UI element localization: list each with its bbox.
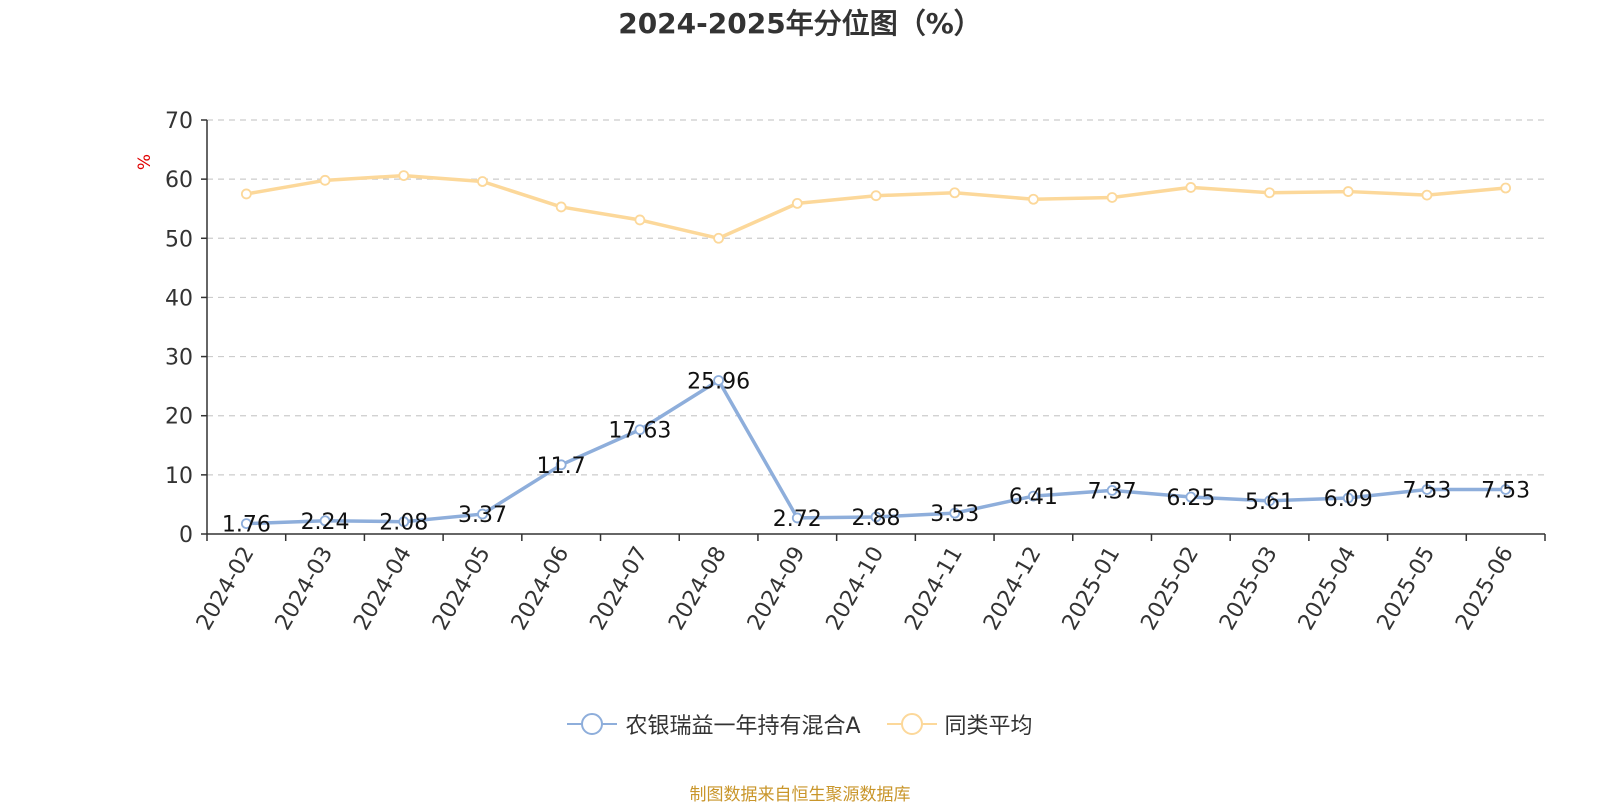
- x-tick-label: 2024-03: [271, 543, 339, 635]
- data-point-0: [477, 508, 488, 520]
- y-tick-label: 30: [165, 346, 193, 371]
- data-point-1: [870, 190, 882, 202]
- legend-average-label: 同类平均: [944, 714, 1033, 739]
- data-point-0: [555, 459, 567, 471]
- y-axis-label: %: [135, 154, 155, 170]
- data-point-0: [791, 512, 803, 524]
- data-point-0: [634, 424, 646, 436]
- data-point-1: [1264, 187, 1275, 199]
- data-point-1: [713, 232, 724, 244]
- data-point-1: [398, 170, 410, 181]
- data-label: 7.37: [1088, 479, 1137, 504]
- data-label: 2.08: [379, 511, 428, 536]
- data-point-1: [949, 187, 961, 199]
- data-label: 5.61: [1245, 490, 1294, 515]
- data-label: 25.96: [687, 369, 750, 394]
- y-tick-label: 20: [165, 405, 193, 430]
- x-tick-label: 2025-03: [1215, 543, 1283, 635]
- data-point-0: [1264, 495, 1275, 507]
- data-point-0: [1342, 492, 1354, 504]
- y-tick-label: 40: [165, 286, 193, 311]
- y-tick-label: 60: [165, 168, 193, 193]
- x-tick-label: 2024-11: [900, 542, 968, 634]
- series-line-0: [246, 378, 1506, 526]
- data-label: 7.53: [1481, 478, 1530, 503]
- data-point-0: [1500, 484, 1512, 495]
- data-label: 2.72: [773, 507, 822, 532]
- data-point-0: [870, 511, 882, 523]
- data-point-1: [1028, 193, 1039, 205]
- data-point-1: [477, 176, 488, 187]
- x-tick-label: 2024-04: [349, 543, 417, 635]
- chart-title: 2024-2025年分位图（%）: [618, 7, 982, 40]
- x-tick-label: 2024-02: [192, 543, 260, 635]
- data-label: 2.24: [301, 510, 350, 535]
- y-tick-label: 70: [165, 109, 193, 134]
- legend-fund-marker-icon: [567, 713, 618, 735]
- data-label: 7.53: [1402, 478, 1451, 503]
- x-tick-label: 2025-02: [1136, 543, 1204, 635]
- y-tick-label: 0: [179, 523, 193, 548]
- data-point-0: [319, 515, 331, 527]
- data-point-1: [1106, 192, 1118, 203]
- x-tick-label: 2024-05: [428, 543, 496, 635]
- x-tick-label: 2024-08: [664, 543, 732, 635]
- data-label: 6.25: [1166, 486, 1215, 511]
- x-tick-label: 2024-07: [585, 543, 653, 635]
- data-label: 2.88: [852, 506, 901, 531]
- x-tick-label: 2025-01: [1058, 543, 1126, 635]
- x-tick-label: 2024-10: [822, 543, 890, 635]
- data-point-0: [240, 518, 252, 529]
- data-label: 3.37: [458, 503, 507, 528]
- data-label: 6.09: [1324, 487, 1373, 512]
- data-point-1: [319, 174, 331, 186]
- x-tick-label: 2024-09: [743, 543, 811, 635]
- series-line-1: [246, 173, 1506, 241]
- source-note: 制图数据来自恒生聚源数据库: [689, 785, 911, 805]
- data-point-0: [1106, 485, 1118, 496]
- x-tick-label: 2024-06: [507, 543, 575, 635]
- data-point-0: [949, 507, 961, 519]
- legend-item-average[interactable]: 同类平均: [886, 708, 1033, 740]
- x-tick-label: 2025-04: [1294, 543, 1362, 635]
- data-point-1: [791, 197, 803, 209]
- data-point-1: [634, 214, 646, 226]
- legend: 农银瑞益一年持有混合A 同类平均: [0, 708, 1600, 740]
- data-label: 1.76: [222, 513, 271, 538]
- x-tick-label: 2025-05: [1373, 543, 1441, 635]
- y-tick-label: 50: [165, 227, 193, 252]
- data-label: 3.53: [930, 502, 979, 527]
- data-point-0: [1028, 490, 1039, 502]
- x-tick-label: 2025-06: [1451, 543, 1519, 635]
- legend-fund-label: 农银瑞益一年持有混合A: [625, 714, 861, 739]
- data-point-0: [1421, 484, 1433, 495]
- x-tick-label: 2024-12: [979, 543, 1047, 635]
- data-point-1: [1185, 182, 1197, 193]
- y-tick-label: 10: [165, 464, 193, 489]
- data-point-0: [713, 375, 724, 386]
- data-label: 11.7: [537, 454, 586, 479]
- data-point-1: [1500, 182, 1512, 194]
- data-point-1: [240, 188, 252, 200]
- data-point-1: [1421, 189, 1433, 201]
- legend-average-marker-icon: [886, 713, 937, 735]
- legend-item-fund[interactable]: 农银瑞益一年持有混合A: [567, 708, 861, 740]
- data-point-0: [398, 516, 410, 528]
- data-point-1: [1342, 186, 1354, 197]
- data-point-1: [555, 201, 567, 213]
- data-label: 17.63: [608, 419, 671, 444]
- data-point-0: [1185, 491, 1197, 503]
- data-label: 6.41: [1009, 485, 1058, 510]
